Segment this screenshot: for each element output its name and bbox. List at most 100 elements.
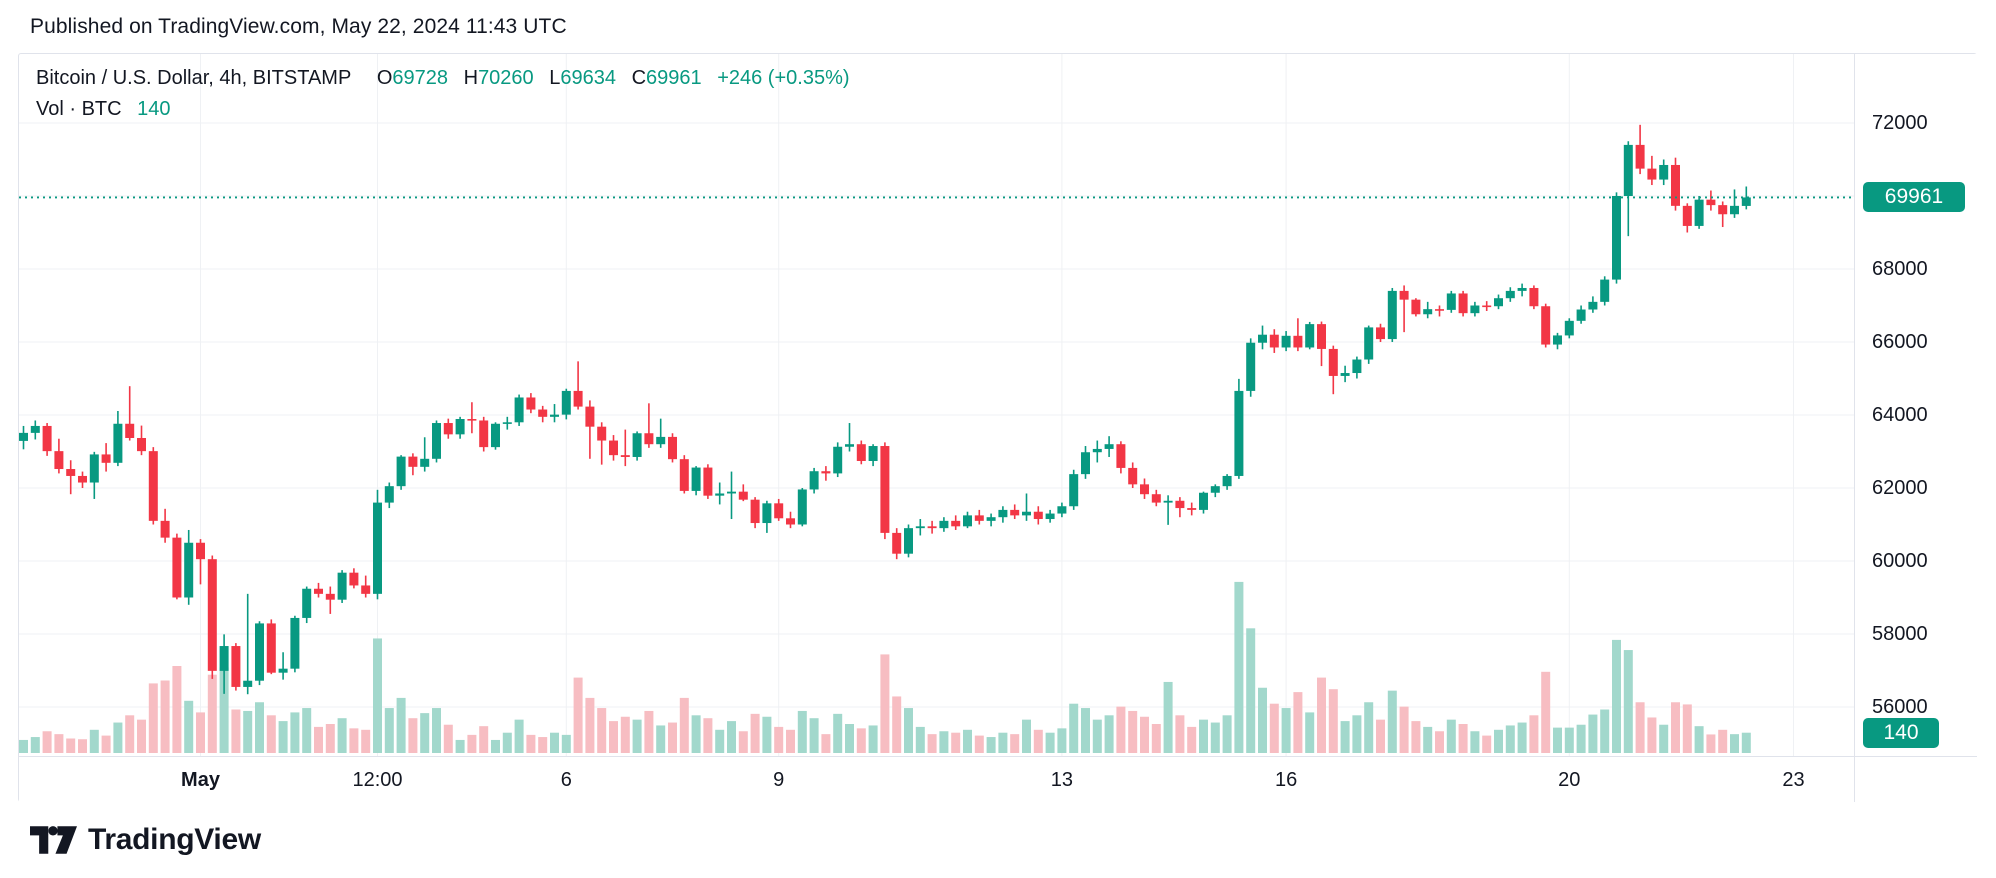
volume-bar bbox=[573, 677, 583, 753]
price-tick-label: 68000 bbox=[1872, 258, 1928, 280]
volume-bar bbox=[19, 739, 28, 753]
volume-bar bbox=[231, 709, 241, 753]
candle-body-up bbox=[963, 515, 972, 527]
volume-bar bbox=[797, 710, 807, 753]
candle-body-down bbox=[1128, 467, 1138, 485]
candle-body-up bbox=[420, 458, 430, 467]
candle-body-down bbox=[42, 425, 52, 452]
volume-bar bbox=[703, 718, 713, 753]
candle-body-up bbox=[550, 414, 559, 417]
time-tick-label: 23 bbox=[1782, 769, 1805, 791]
volume-bar bbox=[1199, 719, 1208, 753]
candle-body-down bbox=[585, 406, 595, 427]
candle-body-up bbox=[1364, 327, 1374, 360]
volume-bar bbox=[137, 719, 146, 753]
symbol-title: Bitcoin / U.S. Dollar, 4h, BITSTAMP bbox=[36, 67, 352, 89]
candle-body-up bbox=[1600, 279, 1610, 302]
tradingview-wordmark[interactable]: TradingView bbox=[88, 823, 261, 856]
volume-bar bbox=[502, 732, 512, 753]
legend-symbol-row: Bitcoin / U.S. Dollar, 4h, BITSTAMP O697… bbox=[36, 63, 850, 94]
volume-bar bbox=[1364, 702, 1374, 753]
volume-bar bbox=[1116, 706, 1126, 753]
volume-bar bbox=[514, 719, 524, 753]
volume-bar bbox=[172, 666, 182, 753]
candle-body-up bbox=[809, 471, 819, 490]
volume-bar bbox=[125, 715, 135, 753]
volume-bar bbox=[1033, 729, 1043, 753]
price-axis[interactable]: 72000 68000 66000 64000 62000 60000 58000 56000 bbox=[1854, 54, 1977, 756]
volume-bar bbox=[691, 715, 701, 753]
volume-bar bbox=[1376, 719, 1385, 753]
change-value: +246 (+0.35%) bbox=[717, 67, 850, 89]
candle-body-up bbox=[1446, 293, 1456, 310]
volume-bar bbox=[821, 734, 831, 753]
volume-bar bbox=[1187, 726, 1197, 753]
time-axis[interactable]: May 12:00 6 9 13 16 20 23 bbox=[19, 756, 1854, 802]
volume-bar bbox=[774, 726, 784, 753]
candle-body-up bbox=[833, 446, 843, 474]
volume-bar bbox=[1246, 628, 1256, 753]
candle-body-up bbox=[1564, 320, 1574, 336]
volume-bar bbox=[1151, 724, 1161, 753]
volume-bar bbox=[325, 724, 335, 753]
candle-body-down bbox=[856, 444, 866, 461]
chart-card: Bitcoin / U.S. Dollar, 4h, BITSTAMP O697… bbox=[18, 53, 1977, 802]
volume-bar bbox=[314, 726, 323, 753]
candlestick-chart[interactable] bbox=[19, 54, 1854, 756]
candle-body-up bbox=[797, 489, 807, 525]
volume-bar bbox=[668, 722, 677, 753]
volume-bar bbox=[1399, 706, 1409, 753]
tradingview-logo-icon[interactable] bbox=[30, 826, 77, 854]
candle-body-down bbox=[573, 390, 583, 407]
volume-bar bbox=[656, 725, 666, 753]
volume-bar bbox=[833, 713, 843, 753]
volume-bar bbox=[207, 674, 217, 753]
volume-bar bbox=[361, 729, 371, 753]
candle-body-down bbox=[1647, 168, 1657, 180]
volume-bar bbox=[89, 729, 99, 753]
volume-bar bbox=[550, 732, 559, 753]
volume-bar bbox=[892, 696, 902, 753]
candle-body-up bbox=[432, 423, 441, 459]
candle-body-up bbox=[278, 668, 288, 673]
candle-body-down bbox=[1399, 290, 1409, 300]
candle-body-up bbox=[1659, 164, 1669, 180]
volume-bar bbox=[1694, 726, 1704, 753]
volume-bar bbox=[1163, 681, 1173, 753]
volume-bar bbox=[467, 734, 477, 753]
candle-body-down bbox=[467, 419, 477, 421]
volume-bar bbox=[491, 739, 500, 753]
candle-body-up bbox=[1553, 335, 1562, 345]
candle-body-down bbox=[880, 446, 890, 533]
candle-body-up bbox=[30, 425, 40, 433]
candle-body-up bbox=[561, 390, 571, 415]
volume-bar bbox=[1234, 581, 1244, 753]
volume-bar bbox=[1671, 702, 1680, 753]
volume-bar bbox=[1293, 692, 1303, 753]
volume-bar bbox=[196, 712, 205, 753]
candle-body-down bbox=[1671, 164, 1680, 206]
volume-bar bbox=[184, 700, 194, 753]
volume-bar bbox=[420, 713, 430, 753]
high-label: H bbox=[463, 67, 479, 89]
candle-body-up bbox=[89, 454, 99, 483]
candle-body-down bbox=[668, 436, 677, 460]
volume-bar bbox=[349, 728, 359, 753]
candle-body-down bbox=[1116, 444, 1126, 468]
chart-legend: Bitcoin / U.S. Dollar, 4h, BITSTAMP O697… bbox=[36, 63, 850, 125]
candle-body-down bbox=[1317, 324, 1326, 349]
volume-bar bbox=[927, 734, 937, 753]
candle-body-up bbox=[998, 509, 1008, 518]
volume-bar bbox=[1517, 722, 1527, 753]
volume-bar bbox=[1140, 716, 1149, 753]
volume-bar bbox=[1210, 722, 1220, 753]
candle-body-down bbox=[738, 491, 748, 500]
volume-bar bbox=[1045, 732, 1055, 753]
chart-plot-area[interactable] bbox=[19, 54, 1854, 756]
volume-bar bbox=[1269, 703, 1279, 753]
volume-bar bbox=[620, 716, 630, 753]
volume-bar bbox=[1623, 650, 1633, 753]
volume-bar bbox=[809, 718, 819, 753]
volume-bar bbox=[1340, 721, 1350, 753]
candle-body-down bbox=[1328, 348, 1338, 376]
